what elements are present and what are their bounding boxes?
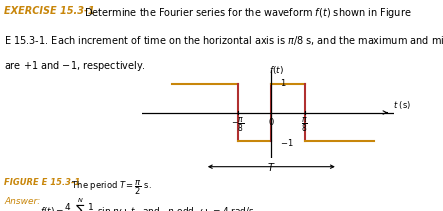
Text: Determine the Fourier series for the waveform $f(t)$ shown in Figure: Determine the Fourier series for the wav… xyxy=(78,6,411,20)
Text: E 15.3-1. Each increment of time on the horizontal axis is $\pi/8$ s, and the ma: E 15.3-1. Each increment of time on the … xyxy=(4,34,443,47)
Text: $-1$: $-1$ xyxy=(280,137,293,148)
Text: $1$: $1$ xyxy=(280,77,286,88)
Text: are $+1$ and $-1$, respectively.: are $+1$ and $-1$, respectively. xyxy=(4,59,146,73)
Text: $f(t) = \dfrac{4}{\pi}\sum_{n=1}^{N} \dfrac{1}{n}$ sin $n\omega_0 t$   and   $n$: $f(t) = \dfrac{4}{\pi}\sum_{n=1}^{N} \df… xyxy=(40,197,255,211)
Text: $\dfrac{\pi}{8}$: $\dfrac{\pi}{8}$ xyxy=(301,116,308,134)
Text: $0$: $0$ xyxy=(268,116,275,127)
Text: $-\dfrac{\pi}{8}$: $-\dfrac{\pi}{8}$ xyxy=(232,116,245,134)
Text: $T$: $T$ xyxy=(267,161,276,173)
Text: $f(t)$: $f(t)$ xyxy=(269,64,284,76)
Text: Answer:: Answer: xyxy=(4,197,41,206)
Text: FIGURE E 15.3-1: FIGURE E 15.3-1 xyxy=(4,178,81,187)
Text: The period $T = \dfrac{\pi}{2}$ s.: The period $T = \dfrac{\pi}{2}$ s. xyxy=(69,178,152,197)
Text: $t$ (s): $t$ (s) xyxy=(392,99,411,111)
Text: EXERCISE 15.3-1: EXERCISE 15.3-1 xyxy=(4,6,95,16)
